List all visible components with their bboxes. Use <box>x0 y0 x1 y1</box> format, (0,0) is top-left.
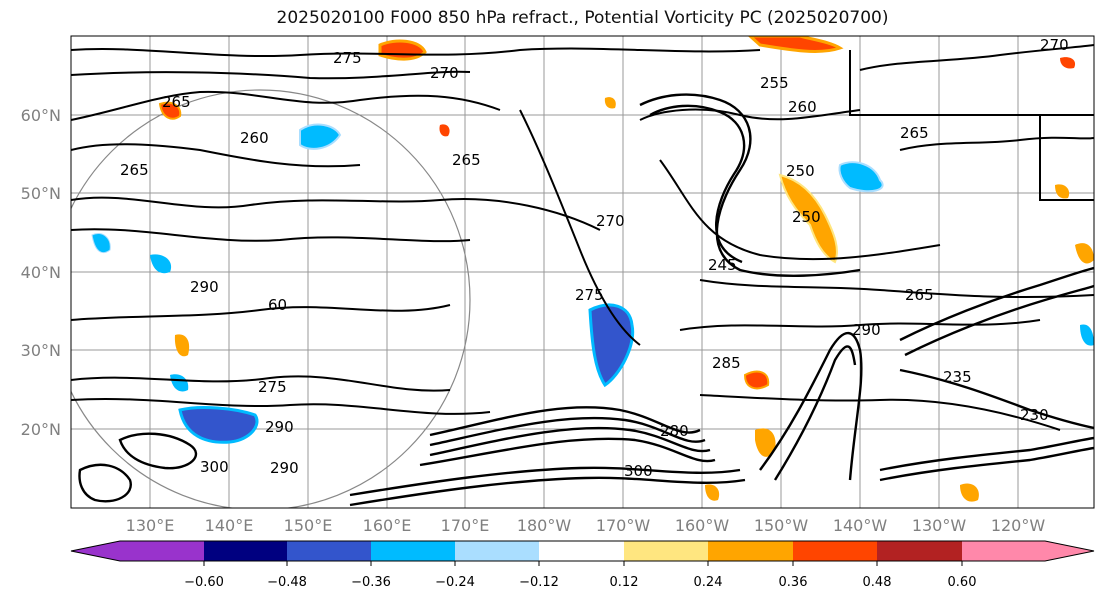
colorbar-tick-label: 0.60 <box>948 575 977 590</box>
colorbar-ticks <box>203 561 963 566</box>
figure-title: 2025020100 F000 850 hPa refract., Potent… <box>276 8 889 28</box>
lon-label: 140°E <box>205 516 254 535</box>
contour-labels: 275 270 265 260 265 255 260 265 250 250 … <box>120 36 1069 480</box>
colorbar-tick-label: −0.48 <box>267 575 307 590</box>
longitude-labels: 130°E 140°E 150°E 160°E 170°E 180°W 170°… <box>126 516 1046 535</box>
lon-label: 160°E <box>363 516 412 535</box>
contours <box>71 44 1094 431</box>
lon-label: 160°W <box>675 516 730 535</box>
contour-label: 275 <box>258 378 287 396</box>
contour-label: 250 <box>786 162 815 180</box>
contour-label: 290 <box>270 459 299 477</box>
lon-label: 150°W <box>754 516 809 535</box>
colorbar-segment <box>877 541 962 561</box>
lon-label: 170°E <box>441 516 490 535</box>
contour-label: 290 <box>265 418 294 436</box>
contour-label: 245 <box>708 256 737 274</box>
contour-label: 275 <box>575 286 604 304</box>
contour-label: 275 <box>333 49 362 67</box>
colorbar-tick-label: −0.60 <box>184 575 224 590</box>
colorbar-segment <box>371 541 455 561</box>
contour-label: 300 <box>624 462 653 480</box>
colorbar-segment <box>962 541 1094 561</box>
colorbar-segment <box>624 541 708 561</box>
lon-label: 130°W <box>912 516 967 535</box>
lon-label: 180°W <box>517 516 572 535</box>
contour-label: 265 <box>162 93 191 111</box>
contour-label: 260 <box>240 129 269 147</box>
colorbar-segment <box>539 541 624 561</box>
colorbar-outline <box>70 540 1095 562</box>
colorbar-labels: −0.60 −0.48 −0.36 −0.24 −0.12 0.12 0.24 … <box>184 575 976 590</box>
graticule <box>71 36 1094 508</box>
colorbar: −0.60 −0.48 −0.36 −0.24 −0.12 0.12 0.24 … <box>70 540 1095 590</box>
contour-label: 250 <box>792 208 821 226</box>
colorbar-tick-label: −0.24 <box>435 575 475 590</box>
contour-label: 265 <box>905 286 934 304</box>
contour-label: 230 <box>1020 406 1049 424</box>
contour-label: 60 <box>268 296 287 314</box>
contour-label: 285 <box>712 354 741 372</box>
contour-label: 290 <box>852 321 881 339</box>
colorbar-segments <box>70 540 1095 562</box>
colorbar-tick-label: 0.48 <box>863 575 892 590</box>
lon-label: 140°W <box>833 516 888 535</box>
lon-label: 120°W <box>991 516 1046 535</box>
contour-label: 265 <box>120 161 149 179</box>
lon-label: 170°W <box>596 516 651 535</box>
colorbar-tick-label: −0.12 <box>519 575 559 590</box>
colorbar-segment <box>71 541 204 561</box>
lon-label: 150°E <box>284 516 333 535</box>
contour-label: 265 <box>900 124 929 142</box>
colorbar-tick-label: −0.36 <box>351 575 391 590</box>
lat-label: 60°N <box>21 106 61 125</box>
reference-circle <box>71 89 471 508</box>
contour-label: 270 <box>596 212 625 230</box>
lat-label: 40°N <box>21 263 61 282</box>
contour-label: 280 <box>660 422 689 440</box>
colorbar-segment <box>204 541 287 561</box>
colorbar-tick-label: 0.36 <box>779 575 808 590</box>
contour-label: 235 <box>943 368 972 386</box>
lat-label: 50°N <box>21 184 61 203</box>
map-frame <box>70 35 1095 509</box>
contour-label: 270 <box>430 64 459 82</box>
colorbar-segment <box>287 541 371 561</box>
contour-label: 270 <box>1040 36 1069 54</box>
latitude-labels: 60°N 50°N 40°N 30°N 20°N <box>21 106 61 439</box>
colorbar-segment <box>708 541 793 561</box>
contour-label: 260 <box>788 98 817 116</box>
contour-label: 255 <box>760 74 789 92</box>
lat-label: 30°N <box>21 341 61 360</box>
lon-label: 130°E <box>126 516 175 535</box>
contour-label: 300 <box>200 458 229 476</box>
colorbar-tick-label: 0.24 <box>694 575 723 590</box>
lat-label: 20°N <box>21 420 61 439</box>
jet-contours <box>78 93 1094 507</box>
colorbar-segment <box>793 541 877 561</box>
colorbar-segment <box>455 541 539 561</box>
contour-label: 290 <box>190 278 219 296</box>
colorbar-tick-label: 0.12 <box>610 575 639 590</box>
contour-label: 265 <box>452 151 481 169</box>
